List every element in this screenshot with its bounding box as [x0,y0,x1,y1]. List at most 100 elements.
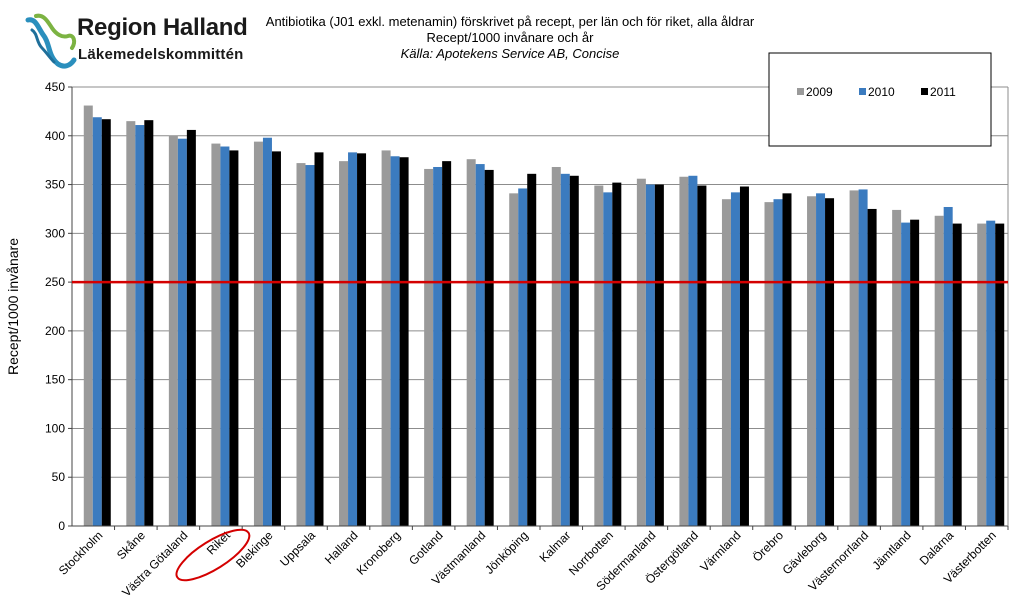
bar-2011 [569,175,579,526]
bar-2010 [943,206,953,526]
bar-2009 [636,178,646,527]
y-tick-label: 450 [45,80,65,94]
x-tick-label: Uppsala [277,528,318,569]
y-tick-label: 100 [45,421,65,435]
bar-2011 [825,198,835,527]
bar-2011 [995,223,1005,527]
bar-2011 [867,208,877,526]
logo-subtitle: Läkemedelskommittén [78,46,244,63]
bar-2010 [390,156,400,526]
bar-2010 [730,192,740,527]
x-tick-label: Skåne [114,528,148,562]
bar-2011 [144,120,154,527]
bar-2011 [697,185,707,526]
highlight-ellipse [175,528,251,582]
bar-2010 [645,184,655,527]
bar-2009 [849,190,859,527]
y-tick-label: 350 [45,178,65,192]
bar-2009 [381,150,391,526]
bar-2010 [816,193,826,526]
bar-2010 [305,165,315,527]
bar-2009 [594,185,604,526]
bar-2009 [211,143,221,527]
bar-2011 [782,193,792,526]
annotations [175,528,251,582]
bar-2010 [858,189,868,526]
y-tick-label: 250 [45,275,65,289]
legend-swatch [859,88,866,95]
logo-mark-icon [25,13,77,69]
legend-box [768,52,992,147]
bar-2009 [296,163,306,527]
bar-2010 [475,164,485,526]
y-tick-label: 50 [52,470,66,484]
bar-2010 [603,192,613,527]
bar-2009 [807,196,817,527]
bar-2009 [509,193,519,526]
bar-2009 [934,215,944,527]
bar-2011 [612,182,622,527]
bar-2009 [551,166,561,527]
bar-2011 [229,150,239,526]
bar-2010 [348,152,358,526]
bar-2010 [92,117,102,527]
bar-2011 [952,223,962,527]
bar-2009 [977,223,987,527]
x-tick-label: Blekinge [233,528,276,571]
bar-2009 [253,141,263,526]
bar-2010 [773,199,783,526]
x-tick-label: Stockholm [56,528,106,578]
legend-swatch [797,88,804,95]
x-tick-label: Dalarna [917,528,957,568]
x-tick-label: Gotland [406,528,446,568]
x-tick-label: Kalmar [537,528,574,565]
chart-title-block: Antibiotika (J01 exkl. metenamin) förskr… [200,14,820,62]
logo-title: Region Halland [77,14,248,41]
bar-2010 [560,173,570,526]
x-tick-label: Halland [322,528,361,567]
bar-2009 [424,168,434,527]
legend-label: 2009 [806,85,833,99]
legend-label: 2010 [868,85,895,99]
bar-2009 [679,176,689,527]
bar-2010 [262,137,272,526]
bar-2011 [357,153,367,527]
bar-2010 [177,138,187,526]
y-tick-label: 300 [45,226,65,240]
bar-2009 [339,161,349,527]
legend-label: 2011 [930,85,956,99]
chart-source: Källa: Apotekens Service AB, Concise [400,46,620,61]
region-halland-logo: Region Halland Läkemedelskommittén [22,12,262,74]
x-tick-label: Jämtland [869,528,913,572]
bar-2010 [433,166,443,527]
bar-2010 [135,125,145,527]
bar-2011 [739,186,749,527]
x-tick-label: Kronoberg [354,528,404,578]
bars [83,105,1005,527]
bar-2010 [518,188,528,527]
bar-2011 [910,219,920,527]
bar-2009 [168,135,178,526]
bar-2009 [466,159,476,527]
y-tick-label: 150 [45,373,65,387]
bar-2009 [892,209,902,527]
bar-2010 [986,220,996,526]
bar-2011 [654,184,664,527]
bar-2009 [721,199,731,526]
x-tick-label: Örebro [750,528,787,565]
bar-2011 [399,157,409,527]
y-tick-label: 400 [45,129,65,143]
bar-2011 [186,129,196,526]
bar-2011 [314,152,324,526]
bar-2011 [442,161,452,527]
y-tick-label: 200 [45,324,65,338]
bar-2011 [101,119,111,527]
legend-swatch [921,88,928,95]
bar-2011 [271,151,281,527]
chart-title: Antibiotika (J01 exkl. metenamin) förskr… [265,14,755,29]
bar-2009 [83,105,93,526]
y-tick-label: 0 [58,519,65,533]
bar-2010 [688,175,698,526]
bar-2011 [484,169,494,526]
